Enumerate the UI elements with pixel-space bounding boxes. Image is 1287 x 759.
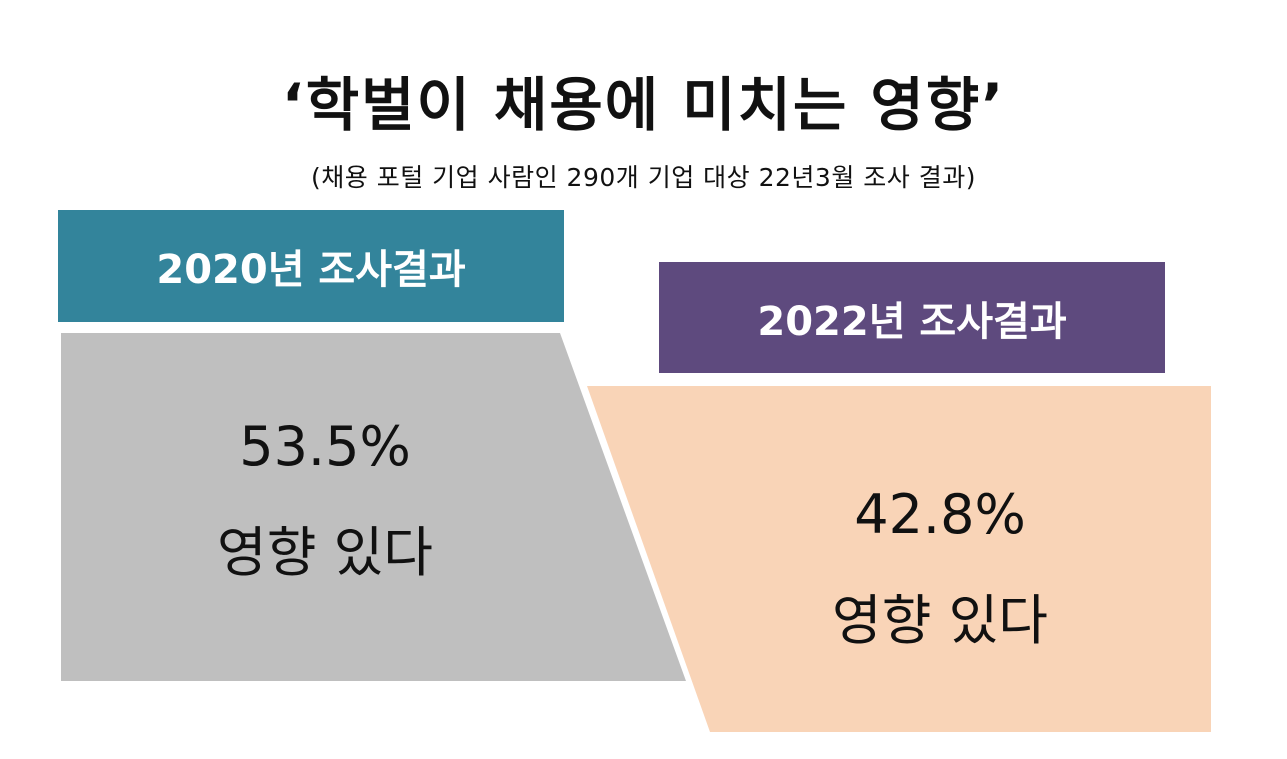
header-2022-background <box>659 262 1165 373</box>
header-2022: 2022년 조사결과 <box>757 298 1067 345</box>
panel-2022 <box>587 386 1211 732</box>
result-2020-value: 53.5% <box>239 415 411 478</box>
header-2020: 2020년 조사결과 <box>156 247 466 293</box>
result-2020: 53.5% 영향 있다 <box>140 420 510 580</box>
panel-2020 <box>61 333 686 681</box>
header-2020-background <box>58 210 564 322</box>
result-2022-label: 영향 있다 <box>832 589 1048 652</box>
result-2022-value: 42.8% <box>854 483 1026 546</box>
page-subtitle: (채용 포털 기업 사람인 290개 기업 대상 22년3월 조사 결과) <box>311 163 976 192</box>
result-2020-label: 영향 있다 <box>217 521 433 584</box>
result-2022: 42.8% 영향 있다 <box>755 488 1125 648</box>
page-title: ‘학벌이 채용에 미치는 영향’ <box>281 71 1006 139</box>
